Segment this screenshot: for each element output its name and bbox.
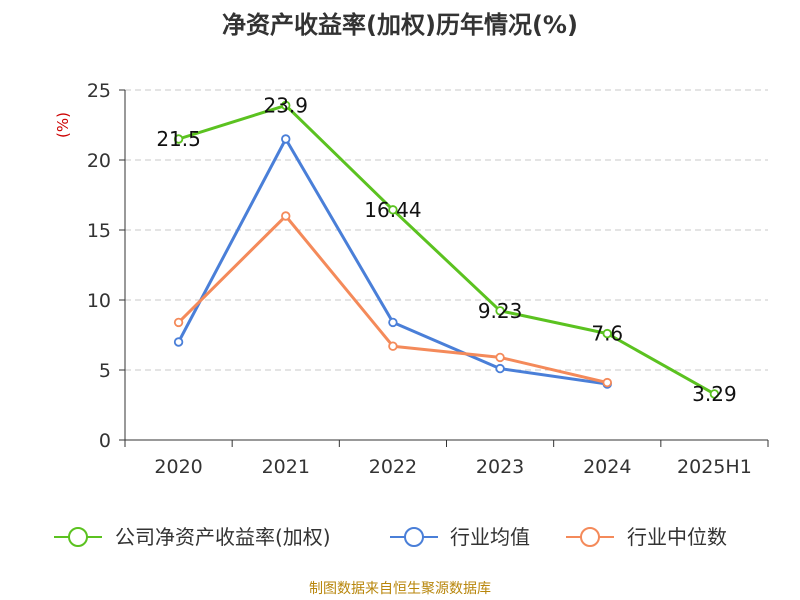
source-note: 制图数据来自恒生聚源数据库 — [309, 581, 491, 597]
data-point — [388, 205, 398, 215]
data-point — [709, 389, 720, 399]
legend-swatch-marker — [68, 527, 88, 547]
data-label: 23.9 — [263, 93, 308, 117]
data-point — [173, 337, 184, 347]
series-lines — [173, 100, 720, 399]
data-point — [495, 363, 505, 374]
chart-title: 净资产收益率(加权)历年情况(%) — [222, 11, 578, 39]
data-point — [495, 352, 505, 363]
legend-swatch-marker — [580, 527, 600, 547]
series-line — [177, 103, 716, 396]
data-point — [281, 100, 291, 111]
y-tick-label: 10 — [87, 290, 111, 312]
x-tick-label: 2020 — [154, 456, 202, 478]
data-point — [388, 341, 398, 351]
series-line — [177, 214, 609, 385]
y-tick-label: 20 — [87, 150, 111, 172]
legend: 公司净资产收益率(加权) 行业均值 行业中位数 — [54, 525, 727, 549]
data-point — [281, 134, 291, 144]
data-label: 21.5 — [156, 127, 201, 151]
y-axis-label: (%) — [54, 112, 72, 138]
data-point — [602, 377, 612, 388]
data-point — [173, 317, 184, 328]
legend-label: 行业均值 — [450, 525, 530, 549]
grid-lines — [125, 89, 768, 371]
legend-label: 公司净资产收益率(加权) — [115, 525, 331, 549]
legend-label: 行业中位数 — [627, 525, 727, 549]
data-label: 9.23 — [478, 299, 523, 323]
y-tick-label: 15 — [87, 220, 111, 242]
x-tick-label: 2022 — [369, 456, 417, 478]
data-point — [173, 134, 184, 144]
data-label: 3.29 — [692, 382, 737, 406]
data-labels: 21.5 23.9 16.44 9.23 7.6 3.29 — [156, 93, 736, 406]
y-tick-label: 0 — [99, 430, 111, 452]
legend-swatch-marker — [404, 527, 424, 547]
y-tick-label: 25 — [87, 80, 111, 102]
data-point — [281, 211, 291, 221]
axes: 0 5 10 15 20 25 2020 2021 2022 2023 2024 2025H1 — [87, 80, 769, 478]
data-point — [388, 317, 398, 328]
y-tick-label: 5 — [99, 360, 111, 382]
x-tick-label: 2025H1 — [677, 456, 752, 478]
x-tick-label: 2023 — [476, 456, 524, 478]
data-point — [495, 306, 505, 316]
data-label: 16.44 — [364, 198, 421, 222]
x-tick-label: 2021 — [262, 456, 310, 478]
data-label: 7.6 — [591, 322, 623, 346]
x-tick-label: 2024 — [583, 456, 631, 478]
data-point — [602, 328, 612, 339]
